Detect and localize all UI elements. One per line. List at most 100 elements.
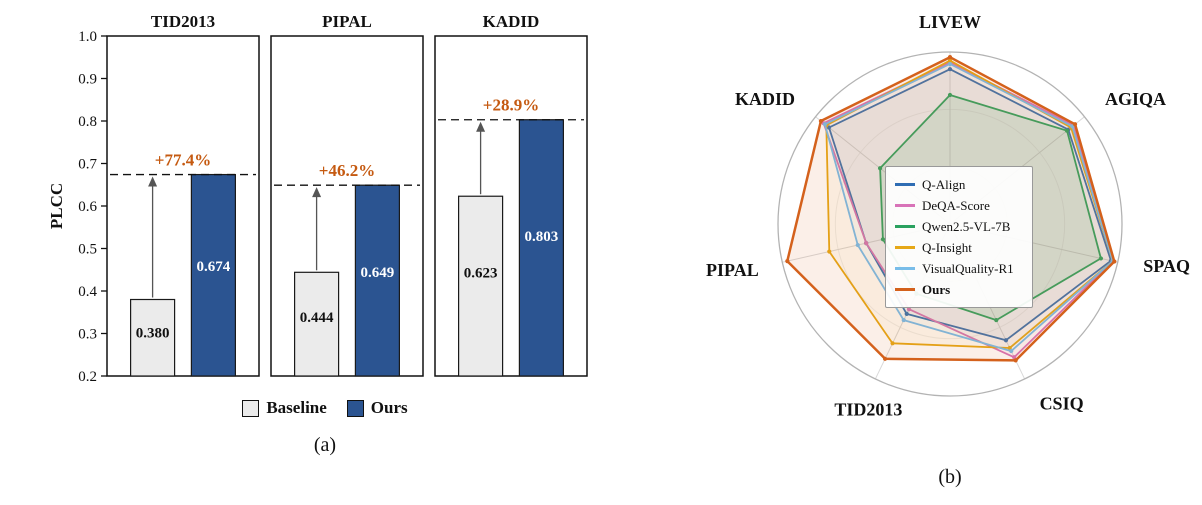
y-tick-label: 0.9: [78, 72, 97, 88]
ours-bar: [518, 119, 564, 377]
legend-label: VisualQuality-R1: [922, 260, 1014, 276]
radar-vertex: [827, 249, 832, 254]
y-tick-label: 0.6: [78, 199, 97, 215]
radar-vertex: [1003, 338, 1009, 343]
y-tick-label: 0.5: [78, 242, 97, 258]
radar-vertex: [904, 311, 909, 316]
legend-item: Q-Insight: [895, 237, 1023, 258]
radar-vertex: [947, 67, 953, 72]
legend-item: VisualQuality-R1: [895, 258, 1023, 279]
radar-vertex: [818, 118, 824, 124]
gain-label: +77.4%: [155, 151, 211, 170]
radar-vertex: [1009, 348, 1014, 354]
radar-axis-label-livew: LIVEW: [919, 12, 981, 32]
radar-vertex: [947, 61, 953, 67]
ours-value-label: 0.803: [525, 229, 559, 245]
radar-vertex: [947, 92, 953, 98]
radar-vertex: [1013, 358, 1018, 363]
radar-vertex: [906, 307, 912, 312]
bar-panel: PLCC 0.2 0.3 0.4 0.5 0.6 0.7 0.8 0.9 1.0 TID2013 +7…: [45, 6, 605, 496]
y-tick-label: 0.2: [78, 369, 97, 385]
radar-vertex: [994, 317, 999, 323]
legend-line-visualquality-r1: [895, 267, 915, 270]
subplot-title: TID2013: [151, 12, 215, 31]
legend-line-q-align: [895, 183, 915, 186]
ours-swatch: [346, 399, 364, 417]
legend-item: DeQA-Score: [895, 195, 1023, 216]
radar-axis-label-kadid: KADID: [735, 89, 795, 109]
radar-vertex: [1064, 128, 1070, 133]
subplot-frame: [270, 35, 424, 377]
radar-vertex: [785, 259, 790, 264]
y-tick-label: 0.4: [78, 284, 97, 300]
radar-panel: LIVEW AGIQA SPAQ CSIQ TID2013 PIPAL KADID Q-Al…: [700, 8, 1200, 498]
baseline-bar: [294, 271, 340, 377]
subplot-frame: [434, 35, 588, 377]
gain-arrow-head: [148, 176, 158, 187]
y-axis-label: PLCC: [47, 183, 66, 229]
radar-outer-circle: [777, 51, 1123, 397]
gain-label: +28.9%: [483, 96, 539, 115]
baseline-bar: [129, 298, 176, 377]
radar-vertex: [880, 237, 886, 242]
subplot-frame: [106, 35, 260, 377]
radar-vertex: [1112, 259, 1117, 264]
y-tick-label: 0.3: [78, 327, 97, 343]
ours-bar: [190, 173, 236, 377]
radar-axis-label-agiqa: AGIQA: [1105, 89, 1166, 109]
legend-line-qwen: [895, 225, 915, 228]
radar-vertex: [877, 166, 883, 171]
radar-axis-label-spaq: SPAQ: [1143, 256, 1190, 276]
radar-vertex: [947, 55, 953, 60]
radar-vertex: [947, 58, 953, 63]
legend-label: Ours: [922, 281, 951, 297]
legend-line-deqa-score: [895, 204, 915, 207]
caption-a: (a): [313, 434, 337, 456]
y-tick-label: 0.7: [78, 157, 97, 173]
legend-label-ours: Ours: [370, 398, 408, 417]
bar-legend: Baseline Ours: [45, 398, 605, 418]
legend-item: Ours: [895, 279, 1023, 300]
radar-legend: Q-Align DeQA-Score Qwen2.5-VL-7B Q-Insig…: [885, 166, 1033, 308]
gain-arrow-head: [476, 121, 486, 132]
legend-line-q-insight: [895, 246, 915, 249]
radar-vertex: [882, 356, 888, 361]
legend-item: Q-Align: [895, 174, 1023, 195]
ours-value-label: 0.674: [197, 259, 231, 275]
radar-axis-label-csiq: CSIQ: [1040, 393, 1084, 413]
baseline-swatch: [242, 399, 260, 417]
ours-bar: [354, 184, 400, 377]
baseline-value-label: 0.380: [136, 326, 170, 342]
radar-vertex: [890, 341, 895, 346]
y-tick-label: 0.8: [78, 114, 97, 130]
radar-vertex: [1072, 122, 1078, 127]
legend-label-baseline: Baseline: [266, 398, 327, 417]
caption-b: (b): [938, 466, 962, 488]
legend-label: Qwen2.5-VL-7B: [922, 218, 1011, 234]
bar-charts-svg: PLCC 0.2 0.3 0.4 0.5 0.6 0.7 0.8 0.9 1.0 TID2013 +7…: [47, 12, 588, 385]
baseline-value-label: 0.444: [300, 310, 334, 326]
legend-item-baseline: Baseline: [242, 398, 327, 418]
subplot-title: KADID: [483, 12, 540, 31]
y-tick-label: 1.0: [78, 29, 97, 45]
radar-vertex: [1098, 256, 1104, 261]
baseline-value-label: 0.623: [464, 266, 498, 282]
radar-vertex: [901, 317, 906, 323]
gain-label: +46.2%: [319, 161, 375, 180]
legend-item-ours: Ours: [346, 398, 408, 418]
gain-arrow-head: [312, 187, 322, 198]
radar-vertex: [864, 241, 869, 246]
legend-label: Q-Align: [922, 176, 966, 192]
legend-label: Q-Insight: [922, 239, 972, 255]
subplot-title: PIPAL: [322, 12, 372, 31]
ours-value-label: 0.649: [361, 265, 395, 281]
legend-label: DeQA-Score: [922, 197, 990, 213]
baseline-bar: [458, 195, 504, 377]
legend-item: Qwen2.5-VL-7B: [895, 216, 1023, 237]
legend-line-ours: [895, 288, 915, 291]
radar-vertex: [855, 242, 860, 248]
radar-axis-label-tid2013: TID2013: [834, 399, 902, 419]
radar-axis-label-pipal: PIPAL: [706, 260, 759, 280]
radar-vertex: [822, 122, 828, 127]
